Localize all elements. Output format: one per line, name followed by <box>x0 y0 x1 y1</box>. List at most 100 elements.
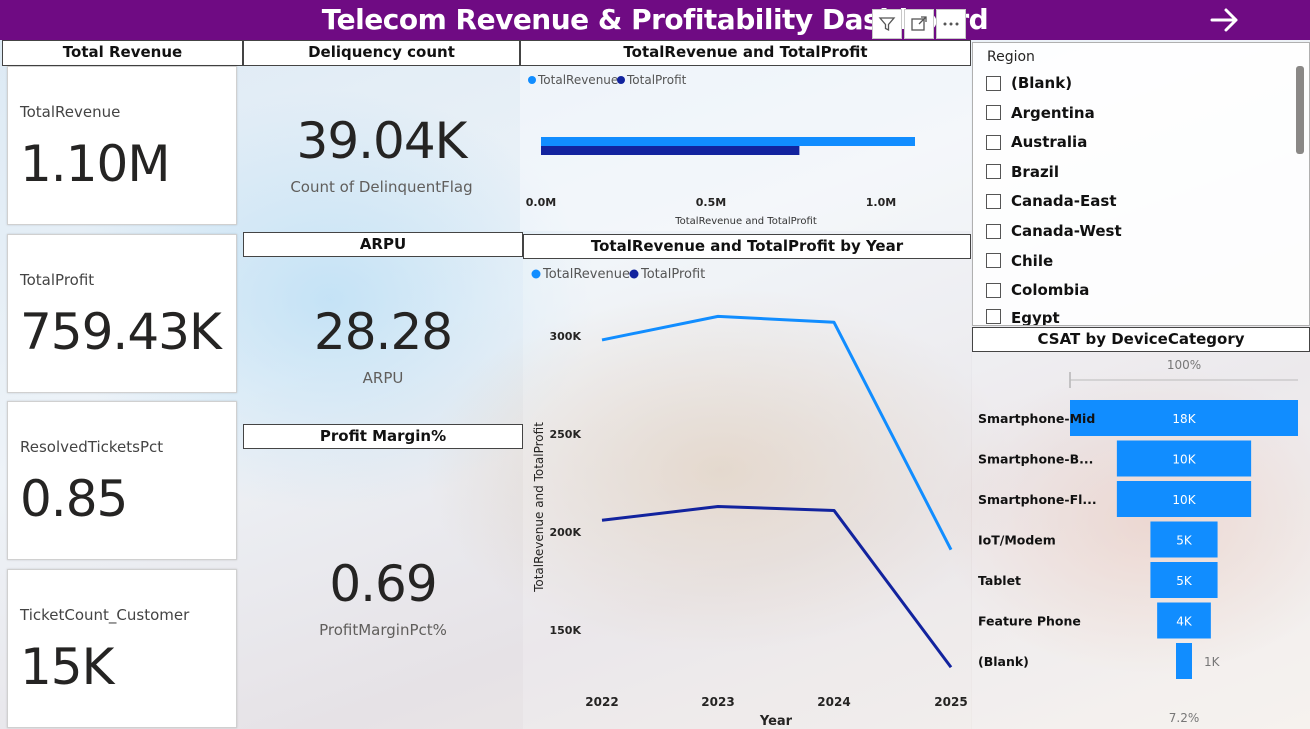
kpi-card-ticket-count[interactable]: TicketCount_Customer 15K <box>7 569 237 728</box>
kpi-label: ResolvedTicketsPct <box>20 438 164 456</box>
delinquency-card[interactable]: 39.04K Count of DelinquentFlag <box>243 66 520 231</box>
bar-chart-xtick: 1.0M <box>866 196 896 209</box>
funnel-bar[interactable] <box>1116 481 1252 517</box>
funnel-bottom-label: 7.2% <box>1169 711 1200 725</box>
csat-funnel-chart[interactable]: 100% Smartphone-Mid 18K Smartphone-B... 10K… <box>972 352 1310 729</box>
line-chart-xlabel: Year <box>759 714 793 729</box>
checkbox-icon[interactable] <box>986 282 1001 298</box>
region-option[interactable]: Chile <box>986 250 1053 272</box>
region-option[interactable]: Egypt <box>986 308 1060 325</box>
line-chart-ytick: 200K <box>550 526 582 539</box>
checkbox-icon[interactable] <box>986 75 1001 91</box>
region-option[interactable]: Brazil <box>986 161 1059 183</box>
region-option[interactable]: Argentina <box>986 102 1095 124</box>
revenue-profit-bar-chart[interactable]: TotalRevenue TotalProfit 0.0M 0.5M 1.0M To… <box>520 66 971 231</box>
funnel-category-label: Smartphone-Mid <box>978 411 1095 426</box>
line-chart-xtick: 2023 <box>701 695 734 709</box>
filter-icon[interactable] <box>872 9 902 39</box>
profit-margin-label: ProfitMarginPct% <box>319 621 447 639</box>
region-option-label: Egypt <box>1011 308 1060 325</box>
line-chart-xtick: 2025 <box>934 695 967 709</box>
funnel-category-label: Tablet <box>978 573 1021 588</box>
funnel-bar[interactable] <box>1157 602 1211 639</box>
legend-label-revenue[interactable]: TotalRevenue <box>537 73 618 87</box>
line-chart-title: TotalRevenue and TotalProfit by Year <box>523 234 971 259</box>
kpi-card-total-profit[interactable]: TotalProfit 759.43K <box>7 234 237 393</box>
kpi-label: TicketCount_Customer <box>20 606 190 624</box>
arpu-value: 28.28 <box>313 303 453 361</box>
funnel-value-label: 18K <box>1172 412 1196 426</box>
profit-margin-title: Profit Margin% <box>243 424 523 449</box>
funnel-value-label: 10K <box>1172 453 1196 467</box>
arpu-title: ARPU <box>243 232 523 257</box>
region-option-label: Brazil <box>1011 162 1059 181</box>
line-chart-ylabel: TotalRevenue and TotalProfit <box>532 422 546 593</box>
more-options-icon[interactable] <box>936 9 966 39</box>
line-chart-ytick: 150K <box>550 624 582 637</box>
region-option[interactable]: Canada-West <box>986 220 1122 242</box>
checkbox-icon[interactable] <box>986 193 1001 209</box>
revenue-profit-line-chart[interactable]: TotalRevenue TotalProfit TotalRevenue an… <box>523 259 971 729</box>
funnel-value-label: 1K <box>1204 655 1221 669</box>
bar-chart-title: TotalRevenue and TotalProfit <box>520 40 971 66</box>
region-option-label: Chile <box>1011 251 1054 270</box>
funnel-value-label: 5K <box>1176 574 1193 588</box>
delinquency-title: Deliquency count <box>243 40 520 66</box>
delinquency-label: Count of DelinquentFlag <box>290 178 473 196</box>
legend-label-profit[interactable]: TotalProfit <box>640 267 705 282</box>
line-chart-ytick: 300K <box>550 330 582 343</box>
kpi-value: 0.85 <box>20 470 128 528</box>
funnel-category-label: Feature Phone <box>978 614 1081 629</box>
region-slicer-scrollbar[interactable] <box>1296 66 1304 154</box>
checkbox-icon[interactable] <box>986 223 1001 239</box>
region-option[interactable]: Canada-East <box>986 190 1116 212</box>
arpu-label: ARPU <box>362 369 404 387</box>
kpi-value: 759.43K <box>20 303 222 361</box>
funnel-category-label: IoT/Modem <box>978 533 1056 548</box>
line-series-totalprofit[interactable] <box>601 505 953 669</box>
bar-totalrevenue[interactable] <box>541 137 915 146</box>
profit-margin-card[interactable]: 0.69 ProfitMarginPct% <box>243 449 523 729</box>
checkbox-icon[interactable] <box>986 134 1001 150</box>
funnel-category-label: (Blank) <box>978 654 1029 669</box>
legend-label-profit[interactable]: TotalProfit <box>626 73 687 87</box>
checkbox-icon[interactable] <box>986 308 1001 324</box>
legend-marker-profit <box>617 76 625 84</box>
kpi-label: TotalRevenue <box>20 103 121 121</box>
region-slicer-title: Region <box>987 49 1035 65</box>
visual-header <box>872 9 966 39</box>
arpu-card[interactable]: 28.28 ARPU <box>243 257 523 423</box>
region-option-label: (Blank) <box>1011 74 1073 92</box>
funnel-bar[interactable] <box>1176 643 1192 679</box>
funnel-bar[interactable] <box>1116 440 1252 477</box>
funnel-value-label: 4K <box>1176 615 1193 629</box>
line-chart-ytick: 250K <box>550 428 582 441</box>
line-chart-xtick: 2024 <box>817 695 850 709</box>
region-slicer[interactable]: Region <box>972 42 1310 326</box>
bar-totalprofit[interactable] <box>541 146 800 155</box>
kpi-label: TotalProfit <box>20 271 95 289</box>
kpi-value: 15K <box>20 638 114 696</box>
funnel-bar[interactable] <box>1150 562 1218 598</box>
funnel-chart-title: CSAT by DeviceCategory <box>972 327 1310 352</box>
kpi-card-resolved-tickets[interactable]: ResolvedTicketsPct 0.85 <box>7 401 237 560</box>
legend-marker-revenue <box>531 269 541 279</box>
region-option[interactable]: (Blank) <box>986 72 1072 94</box>
region-option[interactable]: Colombia <box>986 279 1089 301</box>
arrow-right-icon[interactable] <box>1208 6 1242 34</box>
legend-marker-revenue <box>528 76 536 84</box>
checkbox-icon[interactable] <box>986 105 1001 121</box>
focus-mode-icon[interactable] <box>904 9 934 39</box>
checkbox-icon[interactable] <box>986 164 1001 180</box>
legend-label-revenue[interactable]: TotalRevenue <box>542 267 630 282</box>
kpi-card-total-revenue[interactable]: TotalRevenue 1.10M <box>7 66 237 225</box>
funnel-bar[interactable] <box>1150 521 1218 558</box>
region-option[interactable]: Australia <box>986 131 1087 153</box>
checkbox-icon[interactable] <box>986 253 1001 269</box>
region-option-label: Australia <box>1011 133 1088 152</box>
funnel-bar[interactable] <box>1070 400 1298 436</box>
dashboard-title: Telecom Revenue & Profitability Dashboar… <box>321 3 989 36</box>
title-bar: Telecom Revenue & Profitability Dashboar… <box>0 0 1310 40</box>
total-revenue-title: Total Revenue <box>2 40 243 66</box>
line-series-totalrevenue[interactable] <box>601 314 953 551</box>
